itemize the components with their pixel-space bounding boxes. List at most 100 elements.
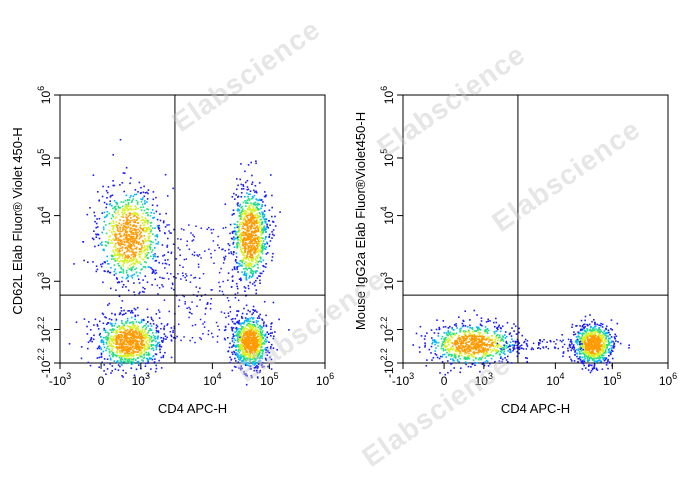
data-point (271, 207, 273, 209)
data-point (103, 314, 105, 316)
data-point (239, 179, 241, 181)
data-point (136, 271, 138, 273)
data-point (151, 345, 153, 347)
data-point (482, 363, 484, 365)
data-point (234, 366, 236, 368)
data-point (147, 258, 149, 260)
data-point (261, 363, 263, 365)
data-point (486, 345, 488, 347)
data-point (132, 225, 134, 227)
data-point (243, 356, 245, 358)
data-point (187, 241, 189, 243)
data-point (245, 348, 247, 350)
data-point (117, 343, 119, 345)
data-point (136, 342, 138, 344)
data-point (429, 349, 431, 351)
data-point (419, 351, 421, 353)
data-point (608, 351, 610, 353)
data-point (279, 211, 281, 213)
data-point (236, 247, 238, 249)
data-point (121, 322, 123, 324)
data-point (271, 322, 273, 324)
data-point (122, 370, 124, 372)
data-point (132, 213, 134, 215)
data-point (142, 337, 144, 339)
data-point (140, 333, 142, 335)
data-point (430, 352, 432, 354)
data-point (265, 338, 267, 340)
data-point (190, 232, 192, 234)
data-point (258, 360, 260, 362)
data-point (153, 350, 155, 352)
data-point (114, 360, 116, 362)
data-point (134, 348, 136, 350)
data-point (454, 354, 456, 356)
data-point (127, 267, 129, 269)
data-point (145, 192, 147, 194)
data-point (477, 327, 479, 329)
data-point (120, 231, 122, 233)
data-point (140, 192, 142, 194)
data-point (469, 327, 471, 329)
data-point (117, 260, 119, 262)
data-point (122, 343, 124, 345)
data-point (437, 357, 439, 359)
data-point (239, 239, 241, 241)
data-point (114, 244, 116, 246)
data-point (204, 326, 206, 328)
data-point (139, 292, 141, 294)
data-point (150, 267, 152, 269)
data-point (141, 319, 143, 321)
data-point (104, 270, 106, 272)
data-point (155, 256, 157, 258)
data-point (259, 220, 261, 222)
data-point (499, 335, 501, 337)
data-point (134, 319, 136, 321)
data-point (139, 352, 141, 354)
data-point (125, 217, 127, 219)
data-point (465, 353, 467, 355)
data-point (507, 350, 509, 352)
data-point (104, 221, 106, 223)
data-point (168, 278, 170, 280)
data-point (229, 233, 231, 235)
data-point (467, 341, 469, 343)
data-point (108, 322, 110, 324)
data-point (119, 366, 121, 368)
data-point (133, 258, 135, 260)
data-point (252, 346, 254, 348)
data-point (490, 351, 492, 353)
data-point (106, 215, 108, 217)
data-point (484, 343, 486, 345)
data-point (123, 235, 125, 237)
data-point (504, 334, 506, 336)
data-point (245, 249, 247, 251)
data-point (578, 348, 580, 350)
data-point (117, 252, 119, 254)
data-point (270, 348, 272, 350)
data-point (192, 325, 194, 327)
data-point (503, 352, 505, 354)
data-point (118, 223, 120, 225)
data-point (255, 280, 257, 282)
data-point (252, 258, 254, 260)
data-point (129, 350, 131, 352)
data-point (473, 359, 475, 361)
data-point (495, 336, 497, 338)
data-point (148, 325, 150, 327)
data-point (146, 227, 148, 229)
data-point (259, 260, 261, 262)
data-point (130, 347, 132, 349)
data-point (265, 358, 267, 360)
data-point (248, 258, 250, 260)
data-point (143, 251, 145, 253)
data-point (268, 220, 270, 222)
data-point (450, 370, 452, 372)
data-point (145, 363, 147, 365)
data-point (157, 219, 159, 221)
data-point (109, 355, 111, 357)
data-point (116, 249, 118, 251)
data-point (139, 230, 141, 232)
data-point (97, 226, 99, 228)
data-point (137, 326, 139, 328)
